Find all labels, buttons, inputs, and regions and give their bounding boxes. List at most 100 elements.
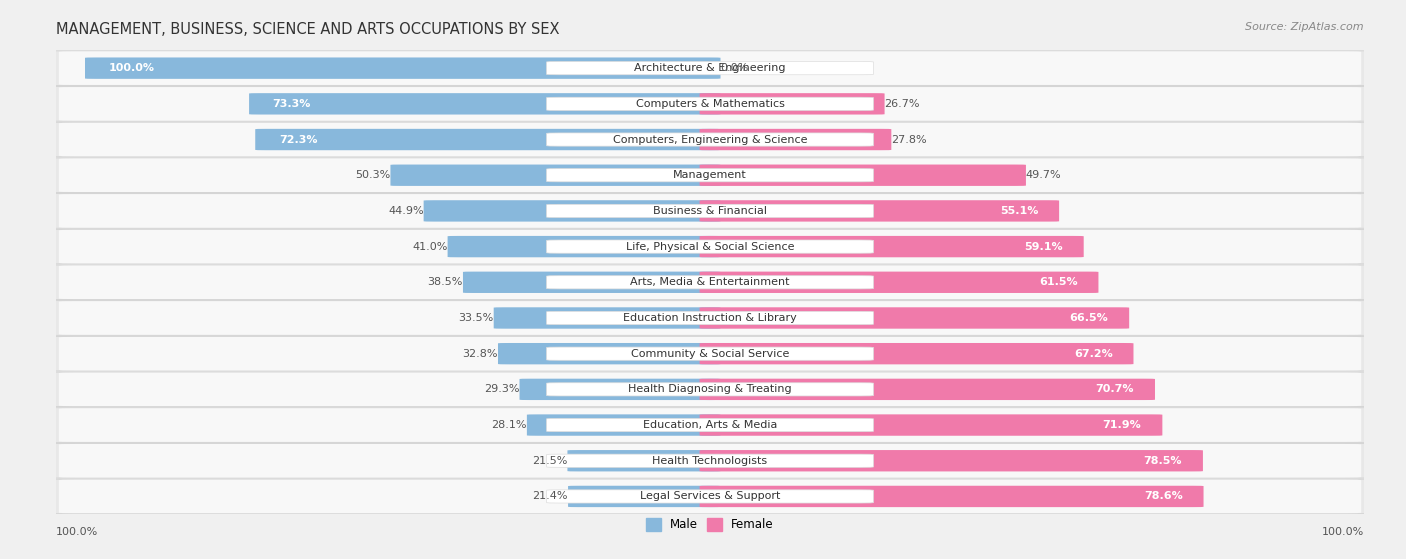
Text: 28.1%: 28.1%: [491, 420, 527, 430]
Text: 49.7%: 49.7%: [1026, 170, 1062, 180]
Text: Arts, Media & Entertainment: Arts, Media & Entertainment: [630, 277, 790, 287]
FancyBboxPatch shape: [547, 240, 873, 253]
Text: 61.5%: 61.5%: [1039, 277, 1077, 287]
FancyBboxPatch shape: [463, 272, 720, 293]
FancyBboxPatch shape: [527, 414, 720, 436]
FancyBboxPatch shape: [39, 337, 1381, 371]
FancyBboxPatch shape: [700, 129, 891, 150]
FancyBboxPatch shape: [700, 236, 1084, 257]
FancyBboxPatch shape: [256, 129, 720, 150]
FancyBboxPatch shape: [547, 419, 873, 432]
FancyBboxPatch shape: [494, 307, 720, 329]
FancyBboxPatch shape: [700, 307, 1129, 329]
Text: 67.2%: 67.2%: [1074, 349, 1112, 359]
FancyBboxPatch shape: [700, 272, 1098, 293]
Text: 71.9%: 71.9%: [1102, 420, 1142, 430]
FancyBboxPatch shape: [39, 301, 1381, 335]
FancyBboxPatch shape: [447, 236, 720, 257]
Text: 59.1%: 59.1%: [1024, 241, 1063, 252]
FancyBboxPatch shape: [568, 486, 720, 507]
Text: Education Instruction & Library: Education Instruction & Library: [623, 313, 797, 323]
FancyBboxPatch shape: [547, 311, 873, 325]
Text: Management: Management: [673, 170, 747, 180]
FancyBboxPatch shape: [547, 204, 873, 217]
FancyBboxPatch shape: [59, 194, 1361, 228]
FancyBboxPatch shape: [59, 444, 1361, 477]
Text: 78.6%: 78.6%: [1144, 491, 1182, 501]
Text: MANAGEMENT, BUSINESS, SCIENCE AND ARTS OCCUPATIONS BY SEX: MANAGEMENT, BUSINESS, SCIENCE AND ARTS O…: [56, 22, 560, 37]
Text: Computers & Mathematics: Computers & Mathematics: [636, 99, 785, 109]
FancyBboxPatch shape: [39, 265, 1381, 300]
FancyBboxPatch shape: [700, 343, 1133, 364]
Text: 33.5%: 33.5%: [458, 313, 494, 323]
Text: 66.5%: 66.5%: [1070, 313, 1108, 323]
FancyBboxPatch shape: [547, 383, 873, 396]
FancyBboxPatch shape: [700, 93, 884, 115]
FancyBboxPatch shape: [391, 164, 720, 186]
Text: 100.0%: 100.0%: [1322, 527, 1364, 537]
FancyBboxPatch shape: [59, 266, 1361, 299]
FancyBboxPatch shape: [700, 200, 1059, 221]
FancyBboxPatch shape: [498, 343, 720, 364]
FancyBboxPatch shape: [519, 378, 720, 400]
FancyBboxPatch shape: [59, 301, 1361, 335]
Text: 21.4%: 21.4%: [533, 491, 568, 501]
FancyBboxPatch shape: [84, 58, 720, 79]
Text: Health Technologists: Health Technologists: [652, 456, 768, 466]
FancyBboxPatch shape: [39, 479, 1381, 514]
Text: 72.3%: 72.3%: [278, 135, 318, 145]
FancyBboxPatch shape: [39, 87, 1381, 121]
FancyBboxPatch shape: [39, 443, 1381, 478]
Text: Source: ZipAtlas.com: Source: ZipAtlas.com: [1246, 22, 1364, 32]
Text: Health Diagnosing & Treating: Health Diagnosing & Treating: [628, 385, 792, 394]
Text: 41.0%: 41.0%: [412, 241, 447, 252]
Text: Legal Services & Support: Legal Services & Support: [640, 491, 780, 501]
Text: 0.0%: 0.0%: [720, 63, 749, 73]
Text: 100.0%: 100.0%: [108, 63, 155, 73]
Text: 27.8%: 27.8%: [891, 135, 927, 145]
Legend: Male, Female: Male, Female: [641, 514, 779, 536]
FancyBboxPatch shape: [59, 123, 1361, 157]
FancyBboxPatch shape: [700, 450, 1204, 471]
FancyBboxPatch shape: [547, 97, 873, 111]
FancyBboxPatch shape: [59, 480, 1361, 513]
FancyBboxPatch shape: [568, 450, 720, 471]
FancyBboxPatch shape: [39, 158, 1381, 192]
FancyBboxPatch shape: [547, 347, 873, 361]
Text: Education, Arts & Media: Education, Arts & Media: [643, 420, 778, 430]
FancyBboxPatch shape: [547, 61, 873, 75]
Text: 32.8%: 32.8%: [463, 349, 498, 359]
FancyBboxPatch shape: [59, 158, 1361, 192]
FancyBboxPatch shape: [39, 51, 1381, 86]
Text: 55.1%: 55.1%: [1000, 206, 1038, 216]
FancyBboxPatch shape: [700, 164, 1026, 186]
Text: 38.5%: 38.5%: [427, 277, 463, 287]
Text: Architecture & Engineering: Architecture & Engineering: [634, 63, 786, 73]
Text: Community & Social Service: Community & Social Service: [631, 349, 789, 359]
FancyBboxPatch shape: [249, 93, 720, 115]
FancyBboxPatch shape: [59, 230, 1361, 263]
Text: Life, Physical & Social Science: Life, Physical & Social Science: [626, 241, 794, 252]
FancyBboxPatch shape: [547, 454, 873, 467]
Text: 78.5%: 78.5%: [1143, 456, 1182, 466]
FancyBboxPatch shape: [59, 337, 1361, 371]
FancyBboxPatch shape: [547, 133, 873, 146]
Text: 73.3%: 73.3%: [273, 99, 311, 109]
FancyBboxPatch shape: [39, 372, 1381, 407]
FancyBboxPatch shape: [59, 51, 1361, 85]
FancyBboxPatch shape: [59, 373, 1361, 406]
Text: Computers, Engineering & Science: Computers, Engineering & Science: [613, 135, 807, 145]
Text: 21.5%: 21.5%: [531, 456, 568, 466]
FancyBboxPatch shape: [39, 122, 1381, 157]
FancyBboxPatch shape: [547, 490, 873, 503]
FancyBboxPatch shape: [59, 408, 1361, 442]
Text: 70.7%: 70.7%: [1095, 385, 1135, 394]
FancyBboxPatch shape: [59, 87, 1361, 121]
FancyBboxPatch shape: [423, 200, 720, 221]
FancyBboxPatch shape: [39, 229, 1381, 264]
Text: Business & Financial: Business & Financial: [652, 206, 768, 216]
FancyBboxPatch shape: [547, 276, 873, 289]
FancyBboxPatch shape: [700, 378, 1154, 400]
Text: 29.3%: 29.3%: [484, 385, 519, 394]
Text: 50.3%: 50.3%: [356, 170, 391, 180]
